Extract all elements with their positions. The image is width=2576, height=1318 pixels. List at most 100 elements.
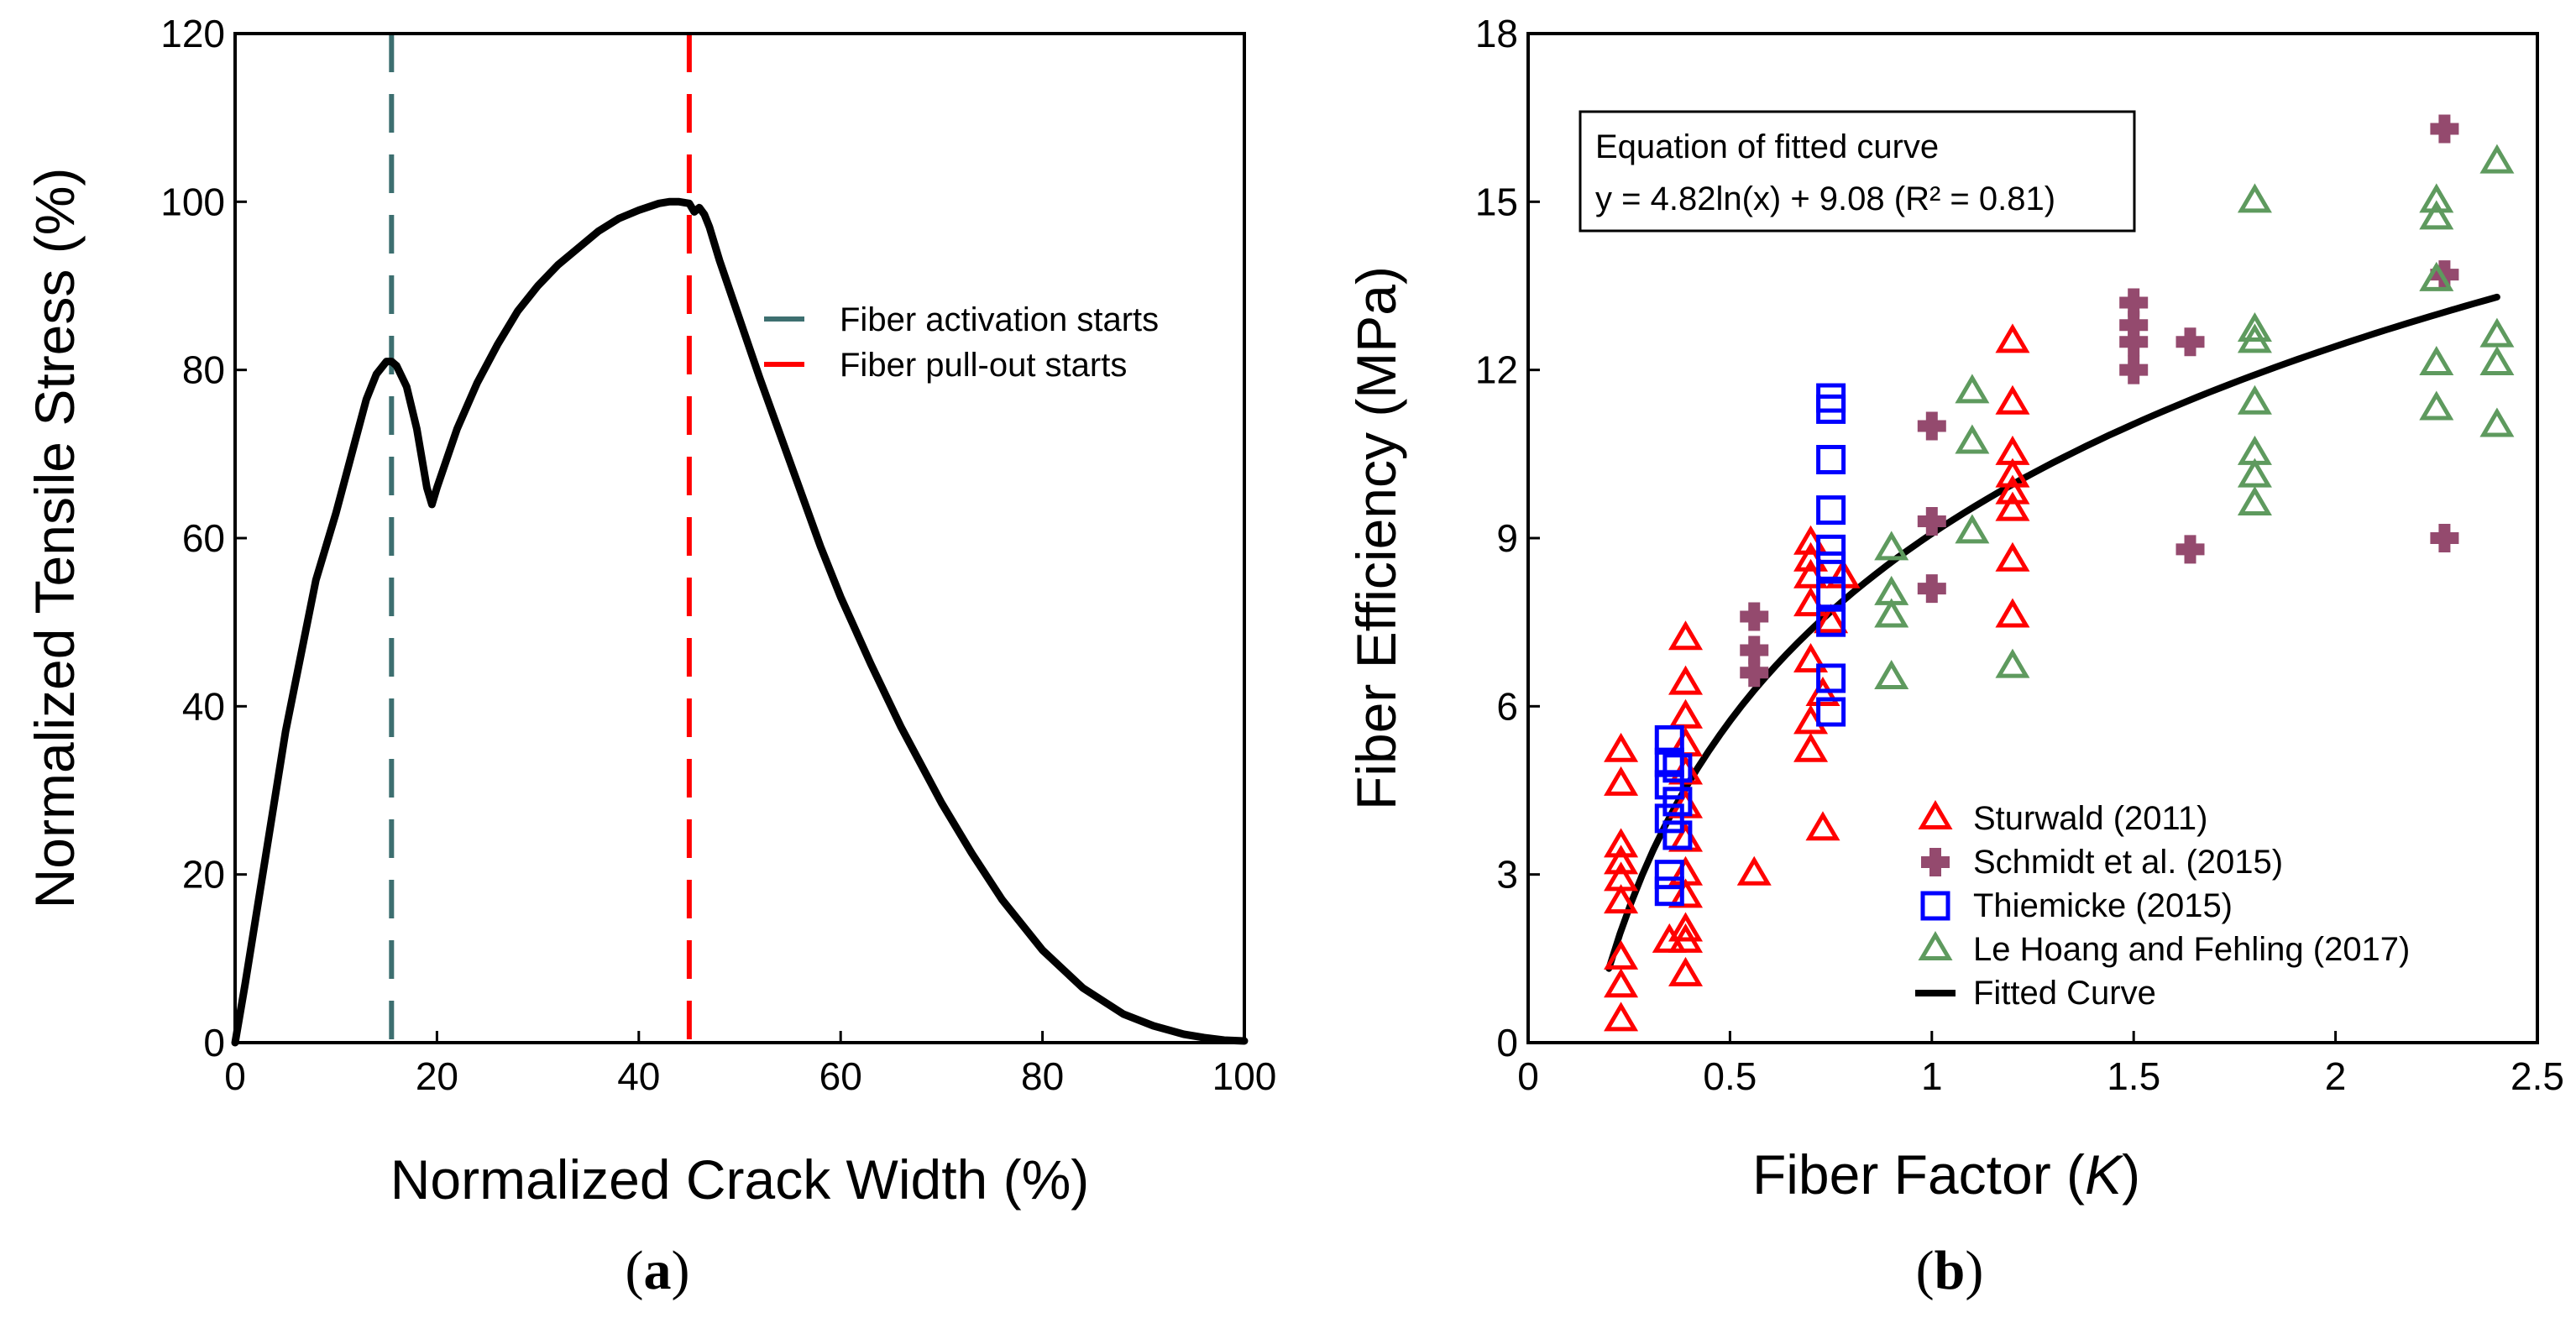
legend-label-fiber-pullout: Fiber pull-out starts xyxy=(840,347,1127,384)
panel-a: 0 20 40 60 80 100 0 20 40 60 80 100 120 Normalized T… xyxy=(24,12,1276,1301)
panel-b-ticks: 0 0.5 1 1.5 2 2.5 0 3 6 9 12 15 18 xyxy=(1475,12,2564,1098)
panel-a-y-tick-label: 40 xyxy=(182,684,225,728)
data-point-le-hoang-and-fehling-2017 xyxy=(2419,261,2454,291)
data-point-sturwald-2011 xyxy=(1604,845,1639,875)
fitted-curve xyxy=(1605,293,2500,972)
panel-b-y-tick-label: 0 xyxy=(1496,1021,1518,1064)
data-point-schmidt-et-al-2015 xyxy=(1917,411,1946,441)
panel-b-y-axis-title: Fiber Efficiency (MPa) xyxy=(1345,266,1407,810)
equation-formula: y = 4.82ln(x) + 9.08 (R² = 0.81) xyxy=(1595,180,2055,217)
data-point-schmidt-et-al-2015 xyxy=(2430,260,2459,290)
data-point-sturwald-2011 xyxy=(1668,665,1704,695)
panel-a-x-tick-label: 80 xyxy=(1021,1054,1064,1098)
data-point-thiemicke-2015 xyxy=(1654,876,1684,907)
data-point-sturwald-2011 xyxy=(1604,828,1639,858)
panel-b-x-tick-label: 2.5 xyxy=(2511,1054,2564,1098)
data-point-sturwald-2011 xyxy=(1814,604,1849,634)
equation-box-frame xyxy=(1579,110,2136,233)
data-point-sturwald-2011 xyxy=(1793,732,1829,762)
data-point-sturwald-2011 xyxy=(1995,323,2030,353)
panel-a-x-tick-label: 0 xyxy=(224,1054,246,1098)
legend-label-schmidt: Schmidt et al. (2015) xyxy=(1973,844,2283,881)
data-point-le-hoang-and-fehling-2017 xyxy=(1874,575,1909,605)
data-point-le-hoang-and-fehling-2017 xyxy=(2419,346,2454,376)
panel-a-legend: Fiber activation starts Fiber pull-out s… xyxy=(764,301,1159,384)
panel-b-plot-area xyxy=(1604,114,2515,1032)
data-point-sturwald-2011 xyxy=(1668,956,1704,986)
data-point-schmidt-et-al-2015 xyxy=(2119,288,2149,317)
panel-b-y-tick-label: 3 xyxy=(1496,853,1518,897)
legend-swatch-le-hoang-and-fehling-2017 xyxy=(1918,931,1953,961)
legend-swatch-sturwald-2011 xyxy=(1918,800,1953,830)
data-point-thiemicke-2015 xyxy=(1654,724,1684,755)
panel-b-x-tick-label: 0 xyxy=(1517,1054,1539,1098)
series-schmidt-et-al-2015 xyxy=(1740,114,2459,688)
panel-a-y-tick-label: 80 xyxy=(182,348,225,392)
data-point-thiemicke-2015 xyxy=(1662,787,1693,817)
panel-b-label-letter: b xyxy=(1935,1240,1966,1301)
data-point-le-hoang-and-fehling-2017 xyxy=(2479,144,2515,174)
data-point-le-hoang-and-fehling-2017 xyxy=(1955,424,1990,454)
panel-b-x-tick-label: 0.5 xyxy=(1703,1054,1757,1098)
panel-b-x-axis-title-prefix: Fiber Factor ( xyxy=(1752,1143,2085,1206)
panel-b-y-tick-label: 9 xyxy=(1496,516,1518,560)
panel-a-ticks: 0 20 40 60 80 100 0 20 40 60 80 100 120 xyxy=(160,12,1276,1098)
panel-b-x-tick-label: 1.5 xyxy=(2107,1054,2160,1098)
data-point-sturwald-2011 xyxy=(1995,435,2030,465)
panel-a-y-tick-label: 20 xyxy=(182,853,225,897)
panel-b-axes-frame xyxy=(1526,32,2539,1044)
data-point-le-hoang-and-fehling-2017 xyxy=(2419,200,2454,230)
data-point-sturwald-2011 xyxy=(1604,968,1639,998)
panel-b: 0 0.5 1 1.5 2 2.5 0 3 6 9 12 15 18 Fiber Efficiency … xyxy=(1345,12,2564,1301)
data-point-thiemicke-2015 xyxy=(1662,753,1693,783)
data-point-sturwald-2011 xyxy=(1995,598,2030,628)
data-point-le-hoang-and-fehling-2017 xyxy=(2237,458,2272,488)
data-point-thiemicke-2015 xyxy=(1654,803,1684,834)
data-point-le-hoang-and-fehling-2017 xyxy=(1874,660,1909,689)
panel-a-y-tick-label: 120 xyxy=(160,12,225,55)
panel-a-label: (a) xyxy=(626,1240,690,1301)
data-point-thiemicke-2015 xyxy=(1662,820,1693,850)
data-point-schmidt-et-al-2015 xyxy=(1917,574,1946,604)
data-point-le-hoang-and-fehling-2017 xyxy=(2419,183,2454,213)
data-point-schmidt-et-al-2015 xyxy=(2119,311,2149,340)
equation-title: Equation of fitted curve xyxy=(1595,128,1939,165)
data-point-thiemicke-2015 xyxy=(1816,663,1846,693)
series-le-hoang-and-fehling-2017 xyxy=(1874,144,2515,689)
legend-swatch-thiemicke-2015 xyxy=(1920,891,1950,921)
data-point-thiemicke-2015 xyxy=(1816,534,1846,564)
panel-a-x-axis-title: Normalized Crack Width (%) xyxy=(390,1148,1089,1211)
data-point-schmidt-et-al-2015 xyxy=(1740,602,1769,631)
data-point-thiemicke-2015 xyxy=(1816,445,1846,475)
data-point-sturwald-2011 xyxy=(1668,620,1704,651)
data-point-thiemicke-2015 xyxy=(1816,383,1846,413)
data-point-sturwald-2011 xyxy=(1995,384,2030,415)
data-point-le-hoang-and-fehling-2017 xyxy=(2419,390,2454,421)
data-point-thiemicke-2015 xyxy=(1816,579,1846,609)
legend-label-thiemicke: Thiemicke (2015) xyxy=(1973,887,2233,924)
data-point-sturwald-2011 xyxy=(1995,458,2030,488)
data-point-le-hoang-and-fehling-2017 xyxy=(2479,346,2515,376)
panel-b-y-tick-label: 18 xyxy=(1475,12,1518,55)
legend-label-fitted-curve: Fitted Curve xyxy=(1973,975,2156,1012)
data-point-le-hoang-and-fehling-2017 xyxy=(2237,384,2272,415)
series-thiemicke-2015 xyxy=(1654,383,1846,907)
data-point-sturwald-2011 xyxy=(1604,766,1639,796)
data-point-schmidt-et-al-2015 xyxy=(2175,535,2205,564)
data-point-sturwald-2011 xyxy=(1995,541,2030,572)
legend-swatch-schmidt-et-al-2015 xyxy=(1921,848,1950,876)
data-point-sturwald-2011 xyxy=(1604,861,1639,892)
series-sturwald-2011 xyxy=(1604,323,2030,1032)
panel-b-x-axis-title-suffix: ) xyxy=(2122,1143,2140,1206)
data-point-le-hoang-and-fehling-2017 xyxy=(1874,598,1909,628)
data-point-le-hoang-and-fehling-2017 xyxy=(2237,311,2272,342)
panel-b-equation-box: Equation of fitted curve y = 4.82ln(x) +… xyxy=(1579,110,2136,233)
panel-a-x-tick-label: 100 xyxy=(1212,1054,1277,1098)
data-point-sturwald-2011 xyxy=(1793,642,1829,672)
data-point-sturwald-2011 xyxy=(1995,474,2030,505)
panel-b-x-tick-label: 2 xyxy=(2325,1054,2347,1098)
data-point-schmidt-et-al-2015 xyxy=(2430,114,2459,144)
data-point-thiemicke-2015 xyxy=(1816,697,1846,727)
data-point-thiemicke-2015 xyxy=(1816,607,1846,637)
panel-a-y-axis-title: Normalized Tensile Stress (%) xyxy=(24,168,86,909)
